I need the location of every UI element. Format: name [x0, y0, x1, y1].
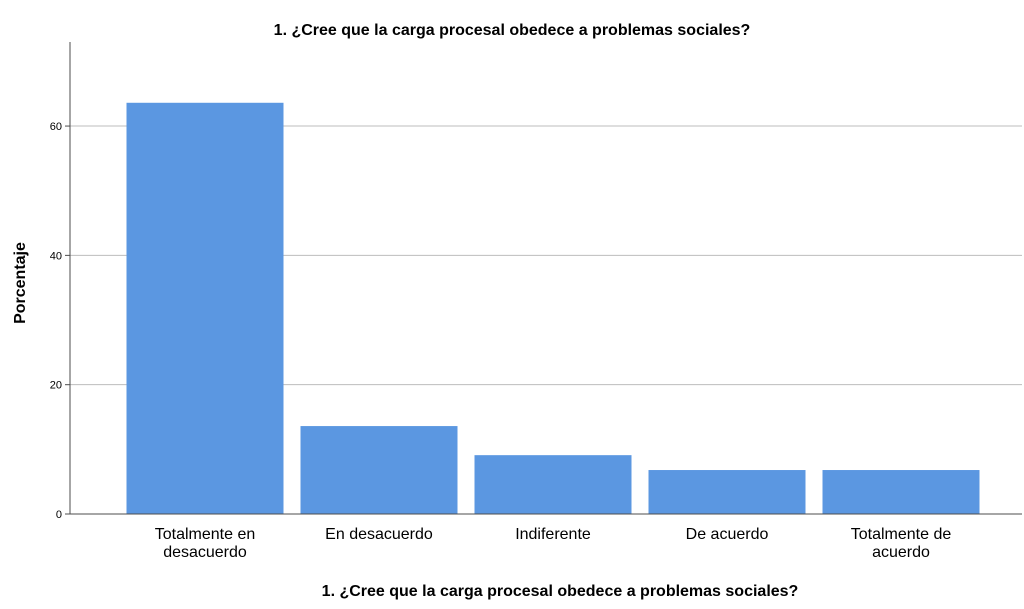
x-category-label: Totalmente en desacuerdo — [155, 526, 256, 561]
y-tick-labels: 0 20 40 60 — [50, 121, 62, 521]
x-category-label-line: En desacuerdo — [325, 526, 433, 543]
axes — [65, 42, 1022, 515]
x-category-label-line: Totalmente en — [155, 526, 256, 543]
x-category-label-line: acuerdo — [872, 544, 930, 561]
y-tick-label: 40 — [50, 250, 62, 262]
x-category-label-line: Indiferente — [515, 526, 591, 543]
y-axis-title: Porcentaje — [12, 242, 29, 324]
chart-title: 1. ¿Cree que la carga procesal obedece a… — [274, 22, 751, 39]
y-tick-label: 0 — [56, 509, 62, 521]
y-tick-label: 20 — [50, 380, 62, 392]
x-category-label: En desacuerdo — [325, 526, 433, 543]
x-category-label: De acuerdo — [686, 526, 769, 543]
bar — [648, 470, 806, 514]
y-tick-label: 60 — [50, 121, 62, 133]
x-category-label: Totalmente de acuerdo — [851, 526, 952, 561]
bars — [126, 102, 980, 515]
x-category-label-line: desacuerdo — [163, 544, 247, 561]
bar — [126, 102, 284, 515]
x-axis-title: 1. ¿Cree que la carga procesal obedece a… — [322, 583, 799, 600]
bar — [300, 426, 458, 514]
x-category-labels: Totalmente en desacuerdo En desacuerdo Indi… — [155, 526, 952, 561]
x-category-label-line: De acuerdo — [686, 526, 769, 543]
x-category-label: Indiferente — [515, 526, 591, 543]
bar — [822, 470, 980, 514]
x-category-label-line: Totalmente de — [851, 526, 952, 543]
bar — [474, 455, 632, 514]
